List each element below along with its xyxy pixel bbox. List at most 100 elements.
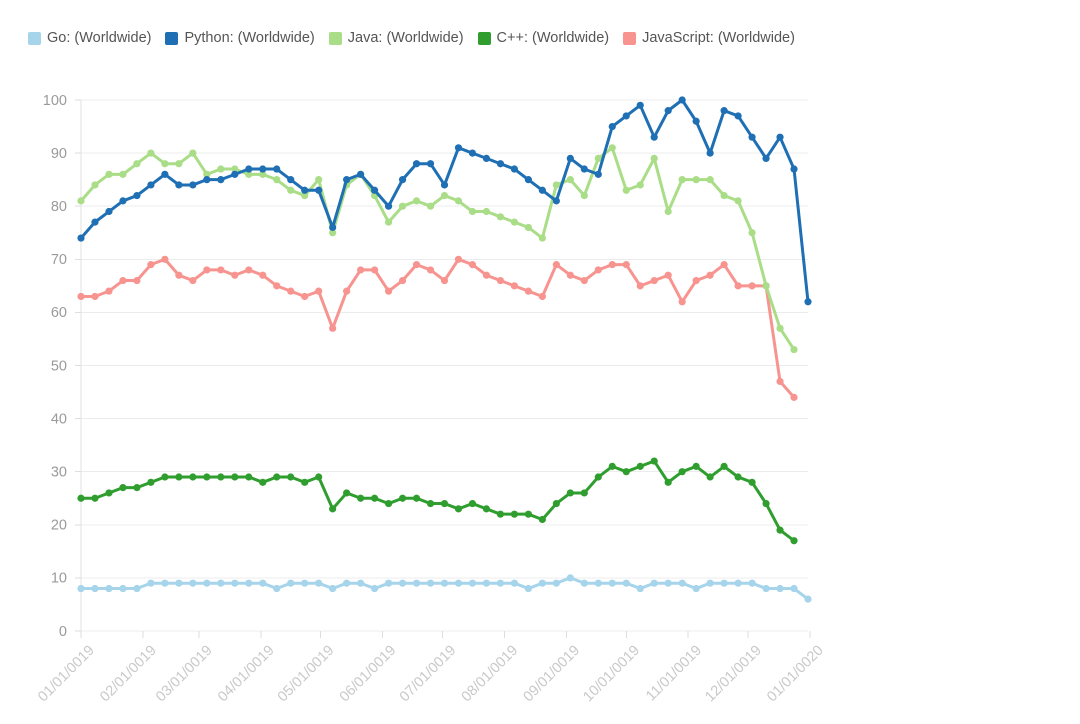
series-point-go[interactable] [203, 579, 211, 587]
series-point-go[interactable] [412, 579, 421, 587]
series-point-go[interactable] [482, 579, 491, 587]
series-point-go[interactable] [650, 579, 658, 587]
series-point-javascript[interactable] [496, 276, 505, 285]
series-point-java[interactable] [496, 213, 505, 221]
series-point-cpp[interactable] [762, 499, 770, 508]
series-point-go[interactable] [538, 579, 546, 587]
legend-item-java[interactable]: Java: (Worldwide) [328, 28, 464, 48]
series-point-java[interactable] [175, 160, 183, 168]
series-point-cpp[interactable] [552, 499, 560, 508]
series-point-cpp[interactable] [664, 478, 672, 486]
series-point-cpp[interactable] [706, 473, 714, 481]
series-point-go[interactable] [245, 579, 253, 587]
series-point-cpp[interactable] [482, 505, 491, 513]
series-point-java[interactable] [77, 197, 85, 205]
series-point-cpp[interactable] [566, 489, 574, 497]
series-point-javascript[interactable] [259, 271, 267, 279]
series-point-cpp[interactable] [454, 505, 463, 513]
series-point-javascript[interactable] [664, 271, 672, 279]
series-point-java[interactable] [189, 149, 197, 157]
series-point-go[interactable] [706, 579, 714, 587]
series-point-java[interactable] [147, 149, 155, 157]
series-point-go[interactable] [454, 579, 463, 587]
series-point-python[interactable] [664, 107, 672, 115]
series-point-python[interactable] [357, 170, 365, 178]
series-point-javascript[interactable] [77, 292, 85, 301]
series-point-cpp[interactable] [287, 473, 295, 481]
series-point-python[interactable] [566, 154, 574, 163]
series-point-python[interactable] [608, 122, 616, 131]
series-point-go[interactable] [496, 579, 505, 587]
series-point-javascript[interactable] [510, 282, 518, 290]
series-point-cpp[interactable] [650, 457, 658, 465]
series-point-python[interactable] [496, 160, 505, 168]
series-point-java[interactable] [203, 170, 211, 178]
series-point-javascript[interactable] [692, 276, 700, 285]
series-point-python[interactable] [273, 165, 281, 173]
series-point-go[interactable] [776, 584, 784, 593]
series-point-cpp[interactable] [692, 462, 700, 470]
series-point-javascript[interactable] [161, 255, 169, 263]
series-point-cpp[interactable] [77, 494, 85, 502]
series-point-java[interactable] [734, 197, 742, 205]
series-point-javascript[interactable] [343, 287, 351, 295]
series-point-java[interactable] [412, 197, 421, 205]
series-point-go[interactable] [748, 579, 756, 587]
series-point-java[interactable] [315, 176, 323, 184]
series-point-python[interactable] [147, 181, 155, 189]
series-point-go[interactable] [692, 584, 700, 593]
series-point-java[interactable] [133, 160, 141, 168]
series-point-python[interactable] [175, 181, 183, 189]
series-point-cpp[interactable] [343, 489, 351, 497]
series-point-java[interactable] [91, 181, 99, 189]
series-point-javascript[interactable] [622, 261, 630, 269]
series-point-go[interactable] [147, 579, 155, 587]
series-point-java[interactable] [245, 170, 253, 178]
series-point-python[interactable] [510, 165, 518, 173]
series-point-cpp[interactable] [538, 515, 546, 524]
series-point-javascript[interactable] [720, 261, 728, 269]
series-point-cpp[interactable] [329, 505, 337, 513]
series-point-python[interactable] [203, 176, 211, 184]
series-point-javascript[interactable] [790, 393, 798, 401]
series-point-go[interactable] [566, 574, 574, 582]
series-point-java[interactable] [119, 170, 127, 178]
series-point-python[interactable] [706, 149, 714, 157]
series-point-javascript[interactable] [734, 282, 742, 290]
series-point-javascript[interactable] [566, 271, 574, 279]
series-point-go[interactable] [175, 579, 183, 587]
series-point-javascript[interactable] [748, 282, 756, 290]
series-point-java[interactable] [524, 223, 532, 232]
series-point-java[interactable] [608, 144, 616, 152]
series-point-python[interactable] [245, 165, 253, 173]
series-point-cpp[interactable] [301, 478, 309, 486]
series-point-cpp[interactable] [734, 473, 742, 481]
series-point-python[interactable] [636, 101, 644, 109]
legend-item-cpp[interactable]: C++: (Worldwide) [477, 28, 609, 48]
series-point-java[interactable] [678, 176, 686, 184]
series-point-javascript[interactable] [608, 261, 616, 269]
series-point-python[interactable] [482, 154, 491, 163]
series-point-cpp[interactable] [636, 462, 644, 470]
series-point-python[interactable] [343, 176, 351, 184]
series-point-cpp[interactable] [594, 473, 602, 481]
series-point-python[interactable] [217, 176, 225, 184]
series-point-javascript[interactable] [91, 292, 99, 301]
series-point-go[interactable] [217, 579, 225, 587]
series-point-javascript[interactable] [357, 266, 365, 274]
series-point-java[interactable] [259, 170, 267, 178]
series-point-java[interactable] [692, 176, 700, 184]
series-point-java[interactable] [287, 186, 295, 194]
series-point-python[interactable] [119, 197, 127, 205]
series-point-python[interactable] [580, 165, 588, 173]
series-point-java[interactable] [790, 345, 798, 354]
series-point-javascript[interactable] [776, 377, 784, 386]
series-point-javascript[interactable] [636, 282, 644, 290]
series-point-java[interactable] [468, 207, 477, 216]
series-point-cpp[interactable] [273, 473, 281, 481]
series-point-javascript[interactable] [482, 271, 491, 279]
series-point-python[interactable] [161, 170, 169, 178]
series-point-java[interactable] [580, 191, 588, 200]
series-point-java[interactable] [706, 176, 714, 184]
series-point-go[interactable] [468, 579, 477, 587]
